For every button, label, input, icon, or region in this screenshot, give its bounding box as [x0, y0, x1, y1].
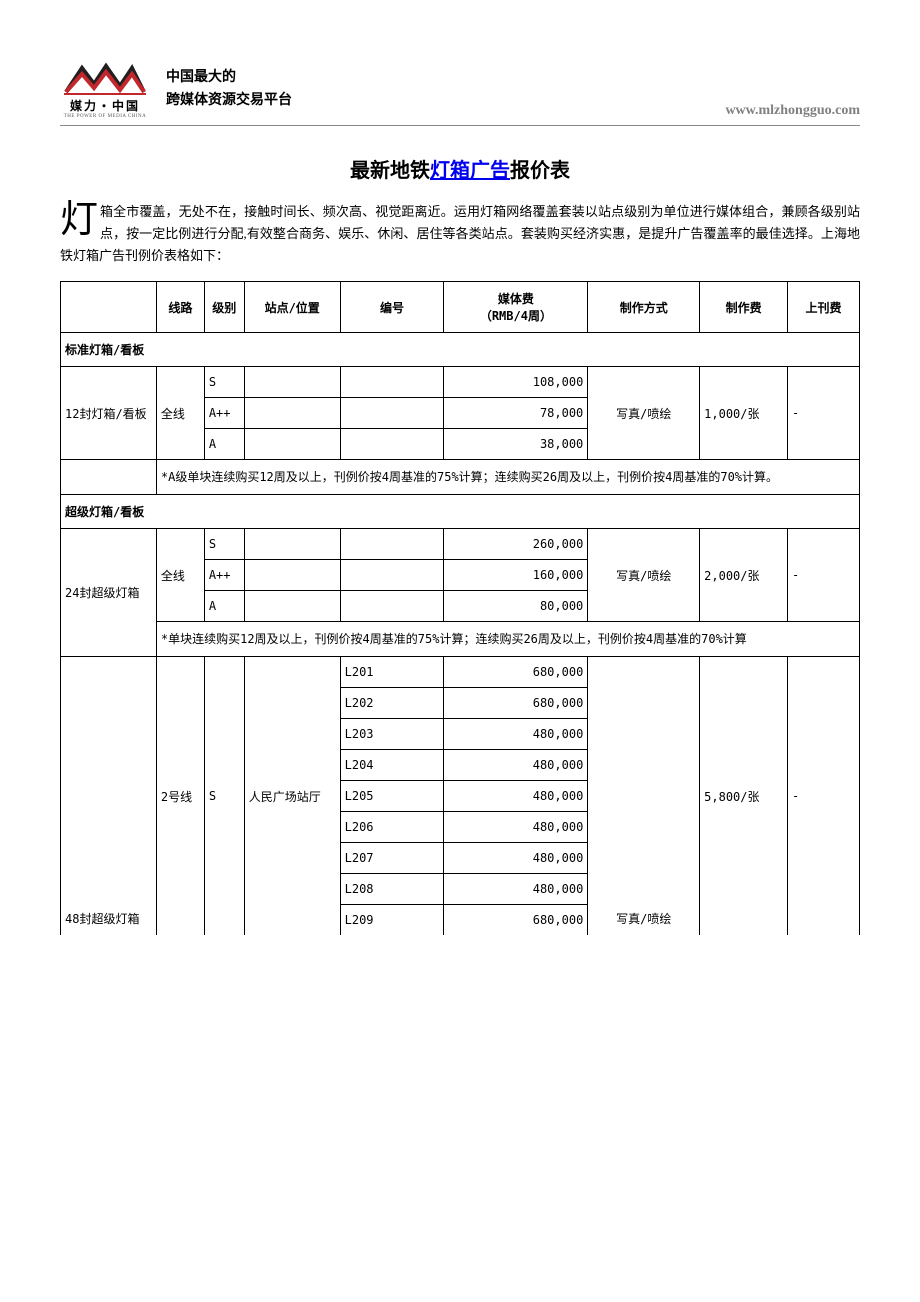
product-cell: 12封灯箱/看板 — [61, 367, 157, 460]
code-cell: L203 — [340, 719, 444, 750]
tagline-line2: 跨媒体资源交易平台 — [166, 90, 292, 112]
fee-cell: 480,000 — [444, 750, 588, 781]
col-product — [61, 282, 157, 333]
intro-dropcap: 灯 — [60, 201, 100, 237]
grade-cell: S — [204, 367, 244, 398]
product-cell: 24封超级灯箱 — [61, 529, 157, 657]
note-text: *单块连续购买12周及以上，刊例价按4周基准的75%计算；连续购买26周及以上，… — [156, 622, 859, 657]
title-prefix: 最新地铁 — [350, 160, 430, 182]
makefee-cell: 5,800/张 — [700, 657, 788, 936]
grade-cell: A — [204, 591, 244, 622]
fee-cell: 260,000 — [444, 529, 588, 560]
site-url: www.mlzhongguo.com — [725, 103, 860, 119]
section-header: 标准灯箱/看板 — [61, 333, 860, 367]
header-left: 媒力・中国 THE POWER OF MEDIA CHINA 中国最大的 跨媒体… — [60, 60, 292, 119]
code-cell: L209 — [340, 905, 444, 936]
grade-cell: S — [204, 657, 244, 936]
note-row: *A级单块连续购买12周及以上，刊例价按4周基准的75%计算；连续购买26周及以… — [61, 460, 860, 495]
title-link[interactable]: 灯箱广告 — [430, 160, 510, 182]
fee-cell: 680,000 — [444, 905, 588, 936]
intro-paragraph: 灯箱全市覆盖，无处不在，接触时间长、频次高、视觉距离近。运用灯箱网络覆盖套装以站… — [60, 201, 860, 267]
table-header-row: 线路 级别 站点/位置 编号 媒体费 （RMB/4周） 制作方式 制作费 上刊费 — [61, 282, 860, 333]
fee-cell: 680,000 — [444, 688, 588, 719]
code-cell — [340, 367, 444, 398]
fee-cell: 108,000 — [444, 367, 588, 398]
station-cell — [244, 367, 340, 398]
code-cell: L207 — [340, 843, 444, 874]
col-pubfee: 上刊费 — [788, 282, 860, 333]
grade-cell: A — [204, 429, 244, 460]
col-code: 编号 — [340, 282, 444, 333]
col-line: 线路 — [156, 282, 204, 333]
pubfee-cell: - — [788, 529, 860, 622]
pubfee-cell: - — [788, 657, 860, 936]
page-header: 媒力・中国 THE POWER OF MEDIA CHINA 中国最大的 跨媒体… — [60, 60, 860, 126]
line-cell: 2号线 — [156, 657, 204, 936]
fee-cell: 480,000 — [444, 781, 588, 812]
fee-cell: 480,000 — [444, 874, 588, 905]
grade-cell: A++ — [204, 560, 244, 591]
code-cell: L208 — [340, 874, 444, 905]
note-text: *A级单块连续购买12周及以上，刊例价按4周基准的75%计算；连续购买26周及以… — [156, 460, 859, 495]
table-row: 12封灯箱/看板 全线 S 108,000 写真/喷绘 1,000/张 - — [61, 367, 860, 398]
fee-cell: 480,000 — [444, 719, 588, 750]
pubfee-cell: - — [788, 367, 860, 460]
logo: 媒力・中国 THE POWER OF MEDIA CHINA — [60, 60, 150, 119]
makefee-cell: 1,000/张 — [700, 367, 788, 460]
code-cell: L202 — [340, 688, 444, 719]
fee-cell: 78,000 — [444, 398, 588, 429]
method-cell: 写真/喷绘 — [588, 529, 700, 622]
method-cell: 写真/喷绘 — [588, 367, 700, 460]
line-cell: 全线 — [156, 529, 204, 622]
fee-cell: 160,000 — [444, 560, 588, 591]
col-makefee: 制作费 — [700, 282, 788, 333]
title-suffix: 报价表 — [510, 160, 570, 182]
code-cell: L206 — [340, 812, 444, 843]
price-table: 线路 级别 站点/位置 编号 媒体费 （RMB/4周） 制作方式 制作费 上刊费… — [60, 281, 860, 935]
tagline: 中国最大的 跨媒体资源交易平台 — [166, 67, 292, 112]
intro-body: 箱全市覆盖，无处不在，接触时间长、频次高、视觉距离近。运用灯箱网络覆盖套装以站点… — [60, 204, 860, 263]
tagline-line1: 中国最大的 — [166, 67, 292, 89]
fee-cell: 480,000 — [444, 843, 588, 874]
col-grade: 级别 — [204, 282, 244, 333]
fee-cell: 80,000 — [444, 591, 588, 622]
logo-caption-cn: 媒力・中国 — [70, 100, 140, 112]
makefee-cell: 2,000/张 — [700, 529, 788, 622]
station-cell: 人民广场站厅 — [244, 657, 340, 936]
code-cell: L205 — [340, 781, 444, 812]
table-row: 24封超级灯箱 全线 S 260,000 写真/喷绘 2,000/张 - — [61, 529, 860, 560]
code-cell: L201 — [340, 657, 444, 688]
fee-cell: 480,000 — [444, 812, 588, 843]
table-row: 48封超级灯箱 2号线 S 人民广场站厅 L201 680,000 写真/喷绘 … — [61, 657, 860, 688]
col-fee: 媒体费 （RMB/4周） — [444, 282, 588, 333]
note-row: *单块连续购买12周及以上，刊例价按4周基准的75%计算；连续购买26周及以上，… — [61, 622, 860, 657]
logo-icon — [60, 60, 150, 98]
method-cell: 写真/喷绘 — [588, 657, 700, 936]
product-cell: 48封超级灯箱 — [61, 657, 157, 936]
line-cell: 全线 — [156, 367, 204, 460]
col-station: 站点/位置 — [244, 282, 340, 333]
fee-cell: 38,000 — [444, 429, 588, 460]
section-header: 超级灯箱/看板 — [61, 495, 860, 529]
logo-caption-en: THE POWER OF MEDIA CHINA — [64, 114, 147, 119]
fee-cell: 680,000 — [444, 657, 588, 688]
code-cell: L204 — [340, 750, 444, 781]
grade-cell: S — [204, 529, 244, 560]
page-title: 最新地铁灯箱广告报价表 — [60, 154, 860, 183]
col-method: 制作方式 — [588, 282, 700, 333]
grade-cell: A++ — [204, 398, 244, 429]
